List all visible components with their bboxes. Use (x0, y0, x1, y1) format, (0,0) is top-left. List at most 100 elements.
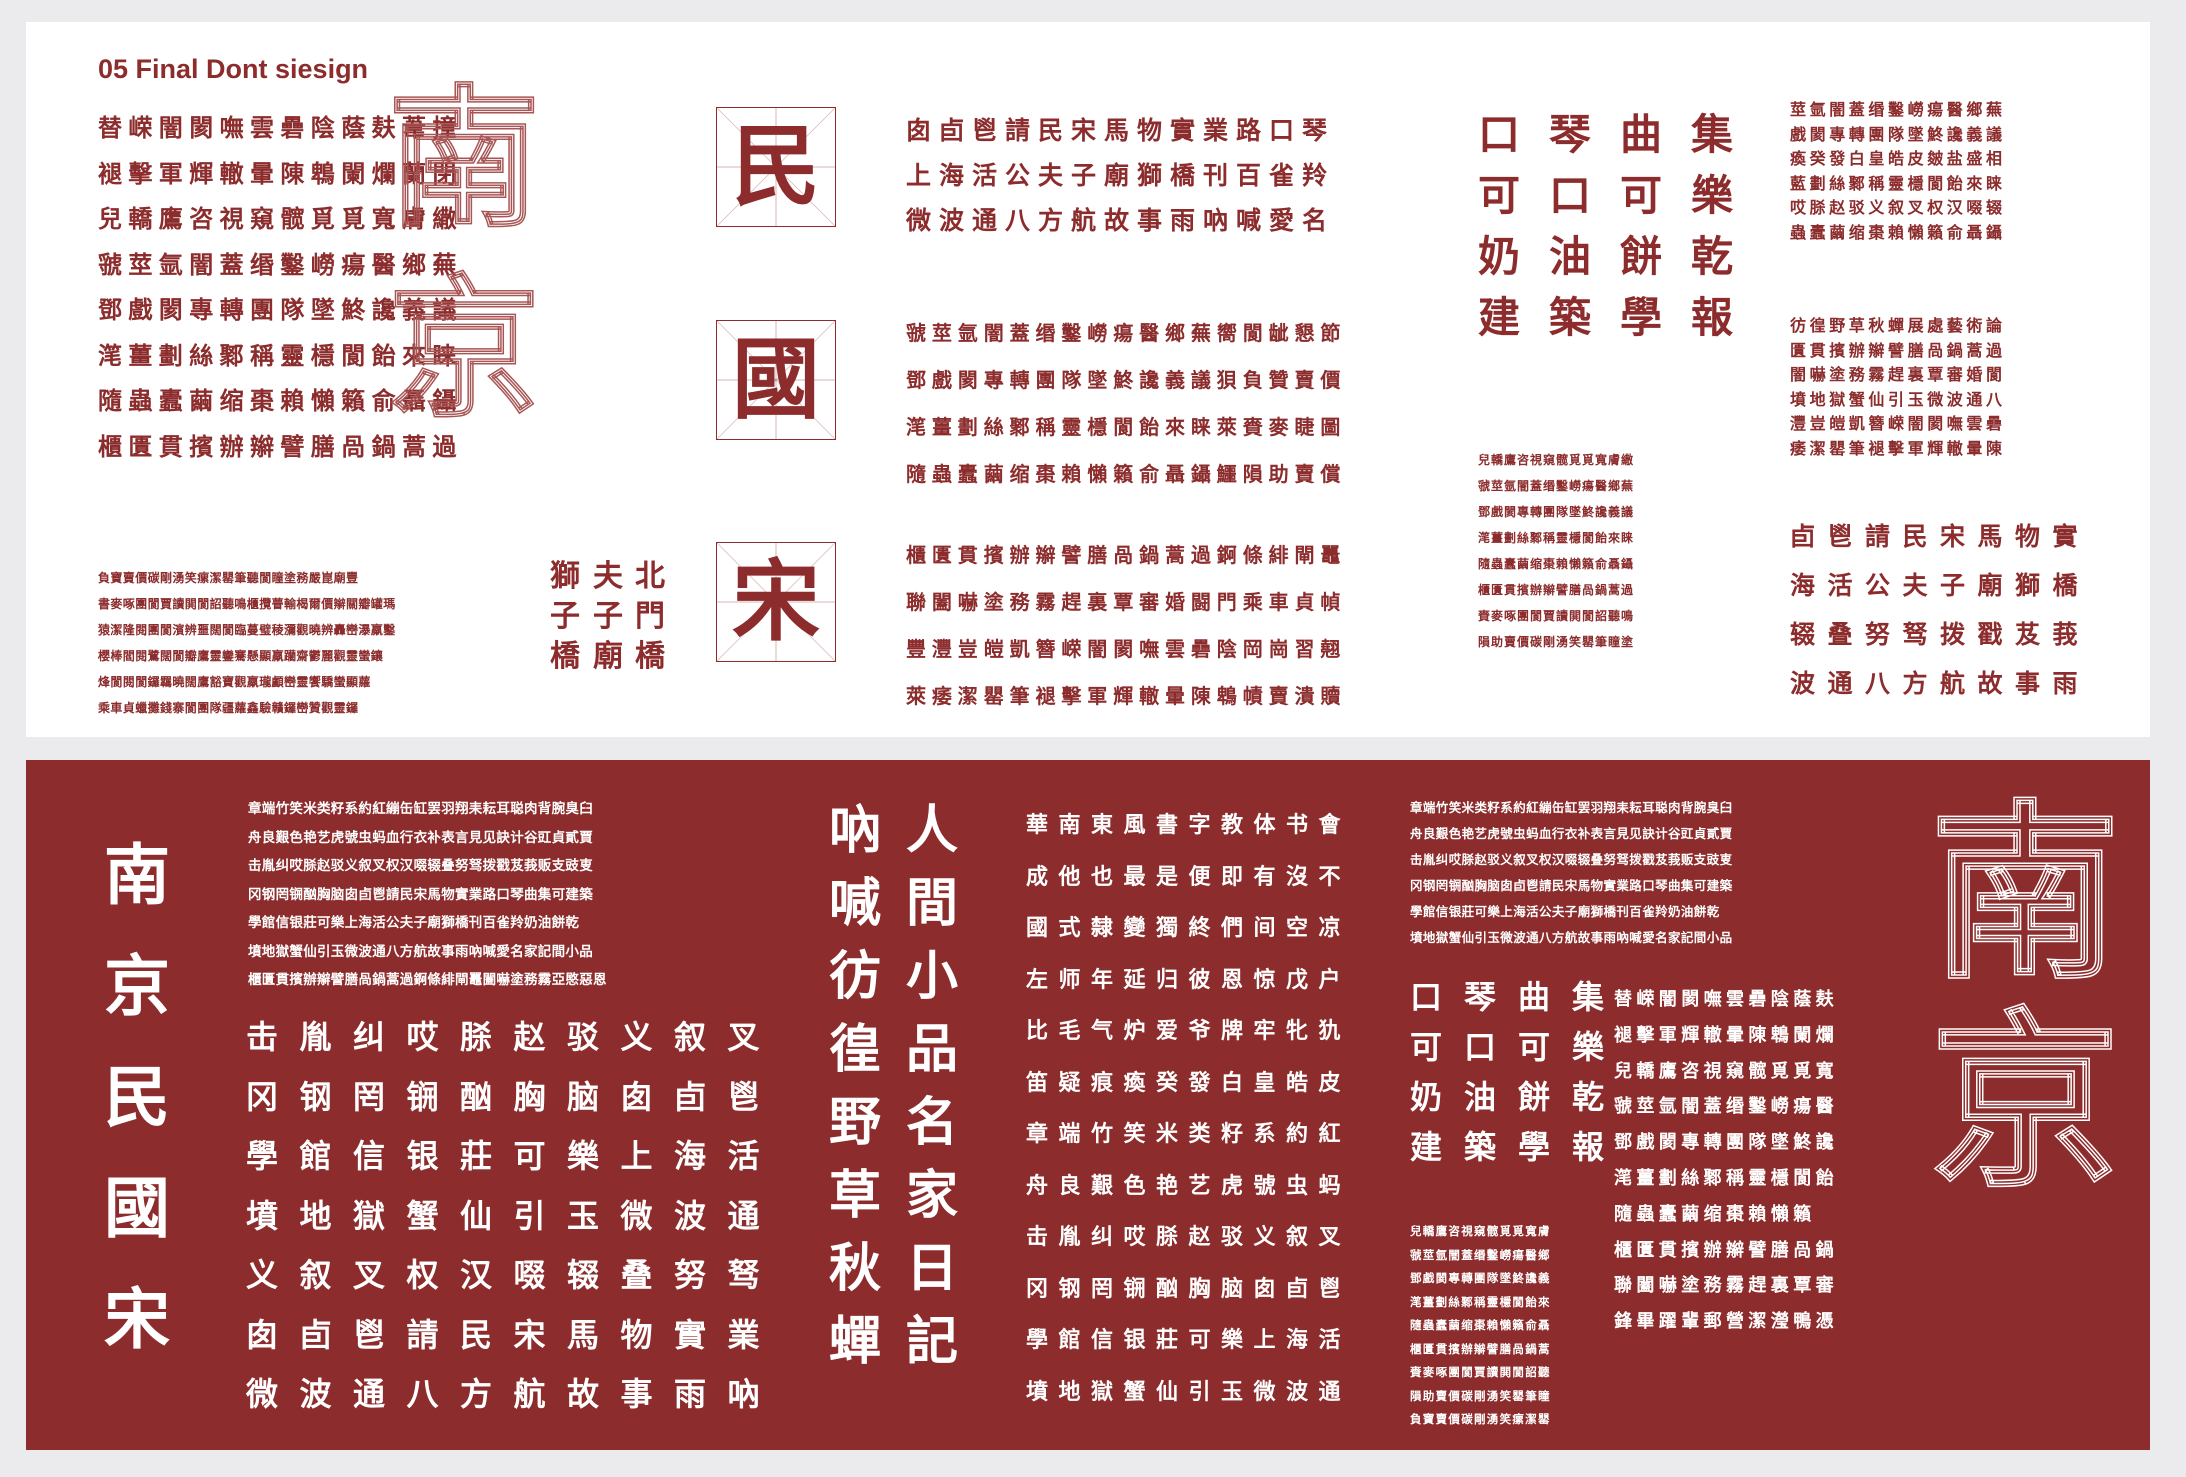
glyph-row: 鄧戲閡專轉團隊墜鮗讒義議 (98, 296, 463, 324)
glyph-row: 學館信银莊可樂上海活公夫子廟獅橋刊百雀羚奶油餅乾 (1410, 904, 1720, 919)
glyph-row: 舟良艱色艳艺虎號虫蚂血行衣补表言見见訣计谷豇貞貳賈 (248, 829, 593, 846)
glyph-row: 隨蟲蠹繭缩棗賴懶籟俞聶鑷鱷隕助賣償 (906, 462, 1347, 486)
glyph-row: 兒轎鷹咨視窺髋覓覓寬膚繖 (1478, 453, 1635, 467)
glyph-row: 褪擊軍輝轍暈陳鵯闌爛 (1614, 1024, 1838, 1046)
glyph-row: 萊痿潔罌筆褪擊軍輝轍暈陳鵯幘賣潰贖 (906, 684, 1347, 708)
glyph-row: 笛疑痕瘓癸發白皇皓皮 (1026, 1070, 1352, 1096)
vertical-nahanpanghuang: 吶 喊 彷 徨 野 草 秋 蟬 (829, 795, 881, 1379)
glyph-row: 击胤纠哎脎赵驳义叙叉权汉啜辍叠努驽拨戳芨莪贩支豉叓 (1410, 852, 1733, 867)
glyph-row: 賚麥啄團閬賈讀閧閬詔聽 (1410, 1365, 1551, 1379)
glyph-row: 戲閡專轉團隊墜鮗讒義議 (1790, 124, 2006, 144)
glyph-row: 猿潔隆閱團閬濱辨噩闊閬臨蔓璧稜瀰觀曉辨轟巒瀑羸鑿 (98, 623, 396, 637)
glyph-row: 建築學報 (1410, 1128, 1627, 1166)
top-grid-g: 彷徨野草秋蟬展處藝術論 匱貫擯辦辮譬膳咼鍋蒿過 闇嚇塗務霧趕裏覃審婚閬 墳地獄蟹仙引玉… (1790, 314, 2006, 461)
glyph-row: 兒轎鷹咨視窺髋覓覓寬膚 (1410, 1224, 1551, 1238)
vertical-char: 小 (906, 947, 959, 1007)
glyph-row: 豐灃豈皚凱簪嵘闇閡嘸雲礨陰岡崗習翹 (906, 637, 1347, 661)
glyph-row: 國式隸變獨終們间空凉 (1026, 916, 1352, 941)
top-grid-d: 櫃匱貫擯辦辮譬膳咼鍋蒿過錒條緋閘鼉 聯闔嚇塗務霧趕裏覃審婚闘門乘車貞幀 豐灃豈皚凱簪… (906, 532, 1346, 720)
glyph-row: 替嵘闇閡嘸雲礨陰蔭麸 (1614, 989, 1838, 1010)
vertical-big-char: 南 (104, 837, 170, 914)
glyph-row: 鄧戲閡專轉團隊墜鮗讒義議 (1478, 505, 1635, 519)
bottom-big-outline-nan: 南 (1929, 784, 2121, 1005)
bottom-grid-m: 口琴曲集可口可樂奶油餅乾建築學報 (1410, 972, 1626, 1172)
top-small-grid-e: 兒轎鷹咨視窺髋覓覓寬膚繖 虢莖氩闇蓋缗鑿嶗瘍醫鄉蕪 鄧戲閡專轉團隊墜鮗讒義議 滗薑劃絲… (1478, 447, 1634, 655)
glyph-row: 比毛气炉爱爷牌牢牝犰 (1026, 1019, 1352, 1044)
vertical-char: 間 (906, 874, 959, 934)
bottom-small-grid-i: 章端竹笑米类籽系約紅繃缶缸罢羽翔耒耘耳聪肉背腕臭臼 舟良艱色艳艺虎號虫蚂血行衣补表… (248, 795, 607, 995)
vertical-big-char: 國 (104, 1170, 170, 1247)
glyph-row: 負寶賣價碳剛湧笑瘰潔罌筆聽閬瞳塗務嚴崑廟豐 (98, 571, 359, 585)
glyph-row: 微波通八方航故事雨吶 (246, 1375, 782, 1413)
vertical-char: 日 (906, 1239, 959, 1299)
vertical-beimenqiao: 北 門 橋 (635, 557, 665, 677)
vertical-big-title: 南 京 民 國 宋 (104, 820, 170, 1375)
boxed-char-guo: 國 (716, 320, 836, 440)
glyph-row: 可口可樂 (1478, 171, 1763, 220)
vertical-char: 橋 (550, 639, 580, 674)
glyph-row: 奶油餅乾 (1410, 1078, 1627, 1116)
glyph-row: 兒轎鷹咨視窺髋覓覓寬膚繖 (98, 205, 463, 233)
glyph-row: 墳地獄蟹仙引玉微波通 (246, 1196, 782, 1235)
glyph-row: 匱貫擯辦辮譬膳咼鍋蒿過 (1790, 340, 2006, 360)
glyph-row: 囱卣鬯請民宋馬物實業路口琴 (906, 116, 1336, 145)
glyph-row: 兒轎鷹咨視窺髋覓覓寬 (1614, 1060, 1838, 1082)
glyph-row: 鄧戲閡專轉團隊墜鮗讒義議狽負贊賣價 (906, 368, 1347, 392)
glyph-row: 聯闔嚇塗務霧趕裏覃審婚闘門乘車貞幀 (906, 590, 1347, 614)
vertical-char: 北 (635, 559, 665, 594)
boxed-char: 宋 (731, 550, 820, 653)
vertical-char: 子 (593, 599, 623, 634)
top-grid-b: 囱卣鬯請民宋馬物實業路口琴 上海活公夫子廟獅橋刊百雀羚 微波通八方航故事雨吶喊愛名 (906, 108, 1335, 243)
glyph-row: 海活公夫子廟獅橋 (1790, 571, 2091, 600)
boxed-char-song: 宋 (716, 542, 836, 662)
vertical-char: 橋 (635, 639, 665, 674)
glyph-row: 乘車貞蠟攤錢寨閬團隊疆蘿鑫驗贛鑼巒贊觀靈鑼 (98, 701, 359, 715)
glyph-row: 烽閬閱閬鑼羈曉闊鷹豁寶觀羸瓏顱巒靈饗驕蠻顯蘿 (98, 675, 371, 689)
boxed-char: 民 (731, 115, 820, 218)
vertical-char: 蟬 (829, 1312, 882, 1372)
top-grid-a: 替嵘闇閡嘸雲礨陰蔭麸葦撞 褪擊軍輝轍暈陳鵯闌爛蘭閉 兒轎鷹咨視窺髋覓覓寬膚繖 虢莖氩闇… (98, 106, 463, 470)
glyph-row: 左师年延归彼恩惊戊户 (1026, 967, 1352, 993)
glyph-row: 虢莖氩闇蓋缗鑿嶗瘍醫鄉蕪 (98, 250, 463, 279)
glyph-row: 闇嚇塗務霧趕裏覃審婚閬 (1790, 365, 2006, 384)
glyph-row: 击胤纠哎脎赵驳义叙叉 (1026, 1225, 1352, 1250)
glyph-row: 口琴曲集 (1478, 110, 1763, 159)
glyph-row: 义叙叉权汉啜辍叠努驽 (246, 1256, 782, 1294)
glyph-row: 成他也最是便即有沒不 (1026, 864, 1352, 890)
vertical-char: 徨 (829, 1020, 882, 1080)
glyph-row: 击胤纠哎脎赵驳义叙叉 (246, 1018, 782, 1056)
big-outline-nan: 南 (387, 71, 541, 248)
vertical-char: 子 (550, 599, 580, 634)
glyph-row: 華南東風書字教体书會 (1026, 813, 1352, 838)
bottom-small-grid-m: 兒轎鷹咨視窺髋覓覓寬膚 虢莖氩闇蓋缗鑿嶗瘍醫鄉 鄧戲閡專轉團隊墜鮗讒義 滗薑劃絲鄹稱靈… (1410, 1220, 1551, 1432)
vertical-char: 門 (635, 599, 665, 634)
vertical-char: 名 (906, 1093, 959, 1153)
top-grid-c: 虢莖氩闇蓋缗鑿嶗瘍醫鄉蕪嚮閬龇懇節 鄧戲閡專轉團隊墜鮗讒義議狽負贊賣價 滗薑劃絲鄹稱… (906, 310, 1346, 498)
glyph-row: 櫻棒閻閱鷺闊閬瓣鷹靈鑾騫懸顯羸躪齋鬱麗觀靈蠻鑲 (98, 649, 384, 663)
vertical-shiziqiao: 獅 子 橋 (550, 557, 580, 677)
glyph-row: 學館信银莊可樂上海活公夫子廟獅橋刊百雀羚奶油餅乾 (248, 915, 580, 931)
glyph-row: 瘓癸發白皇皓皮皴盐盛相 (1790, 149, 2006, 168)
glyph-row: 負寶賣價碳剛湧笑瘰潔罌 (1410, 1412, 1551, 1426)
top-grid-e: 口琴曲集 可口可樂 奶油餅乾 建築學報 (1478, 104, 1762, 348)
glyph-row: 鄧戲閡專轉團隊墜鮗讒 (1614, 1132, 1838, 1154)
glyph-row: 可口可樂 (1410, 1028, 1627, 1066)
glyph-row: 隨蟲蠹繭缩棗賴懶籟俞聶鑷 (98, 387, 463, 415)
glyph-row: 痿潔罌筆褪擊軍輝轍暈陳 (1790, 438, 2006, 458)
glyph-row: 舟良艱色艳艺虎號虫蚂 (1026, 1173, 1352, 1199)
glyph-row: 章端竹笑米类籽系約紅 (1026, 1122, 1352, 1147)
glyph-row: 口琴曲集 (1410, 978, 1627, 1016)
page-title: 05 Final Dont siesign (98, 54, 369, 84)
glyph-row: 隨蟲蠹繭缩棗賴懶籟俞聶 (1410, 1318, 1551, 1332)
bottom-small-grid-l: 章端竹笑米类籽系約紅繃缶缸罢羽翔耒耘耳聪肉背腕臭臼 舟良艱色艳艺虎號虫蚂血行衣补表… (1410, 795, 1733, 951)
bottom-grid-j: 击胤纠哎脎赵驳义叙叉 冈钢罔锎酗胸脑囱卣鬯 學館信银莊可樂上海活 墳地獄蟹仙引玉微波通… (246, 1008, 781, 1425)
glyph-row: 賚麥啄團閬賈讀閧閬詔聽鳴 (1478, 609, 1635, 623)
glyph-row: 隨蟲蠹繭缩棗賴懶籟俞聶鑷 (1478, 557, 1635, 571)
vertical-char: 草 (829, 1166, 882, 1226)
glyph-row: 櫃匱貫擯辦辮譬膳咼鍋蒿過 (1478, 583, 1635, 597)
glyph-row: 囱卣鬯請民宋馬物實業 (246, 1315, 782, 1354)
boxed-char-min: 民 (716, 107, 836, 227)
vertical-char: 彷 (829, 947, 882, 1007)
top-grid-f: 莖氩闇蓋缗鑿嶗瘍醫鄉蕪 戲閡專轉團隊墜鮗讒義議 瘓癸發白皇皓皮皴盐盛相 藍劃絲鄹稱靈檼… (1790, 98, 2006, 245)
glyph-row: 聯闔嚇塗務霧趕裏覃審 (1614, 1275, 1838, 1297)
